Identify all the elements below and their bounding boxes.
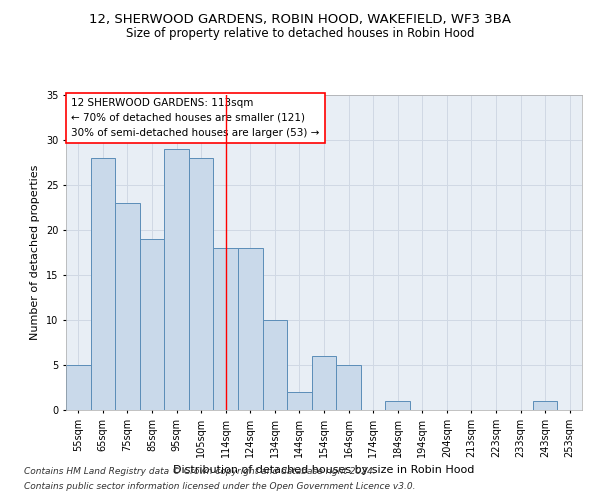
Y-axis label: Number of detached properties: Number of detached properties [31,165,40,340]
Bar [115,203,140,410]
Text: 12, SHERWOOD GARDENS, ROBIN HOOD, WAKEFIELD, WF3 3BA: 12, SHERWOOD GARDENS, ROBIN HOOD, WAKEFI… [89,12,511,26]
Text: Contains HM Land Registry data © Crown copyright and database right 2024.: Contains HM Land Registry data © Crown c… [24,467,376,476]
Bar [312,356,336,410]
Text: Contains public sector information licensed under the Open Government Licence v3: Contains public sector information licen… [24,482,415,491]
Bar [164,149,189,410]
Bar [214,248,238,410]
Bar [140,239,164,410]
Bar [533,401,557,410]
Bar [66,365,91,410]
Bar [189,158,214,410]
Bar [336,365,361,410]
Text: 12 SHERWOOD GARDENS: 113sqm
← 70% of detached houses are smaller (121)
30% of se: 12 SHERWOOD GARDENS: 113sqm ← 70% of det… [71,98,320,138]
X-axis label: Distribution of detached houses by size in Robin Hood: Distribution of detached houses by size … [173,466,475,475]
Text: Size of property relative to detached houses in Robin Hood: Size of property relative to detached ho… [126,28,474,40]
Bar [238,248,263,410]
Bar [263,320,287,410]
Bar [287,392,312,410]
Bar [385,401,410,410]
Bar [91,158,115,410]
